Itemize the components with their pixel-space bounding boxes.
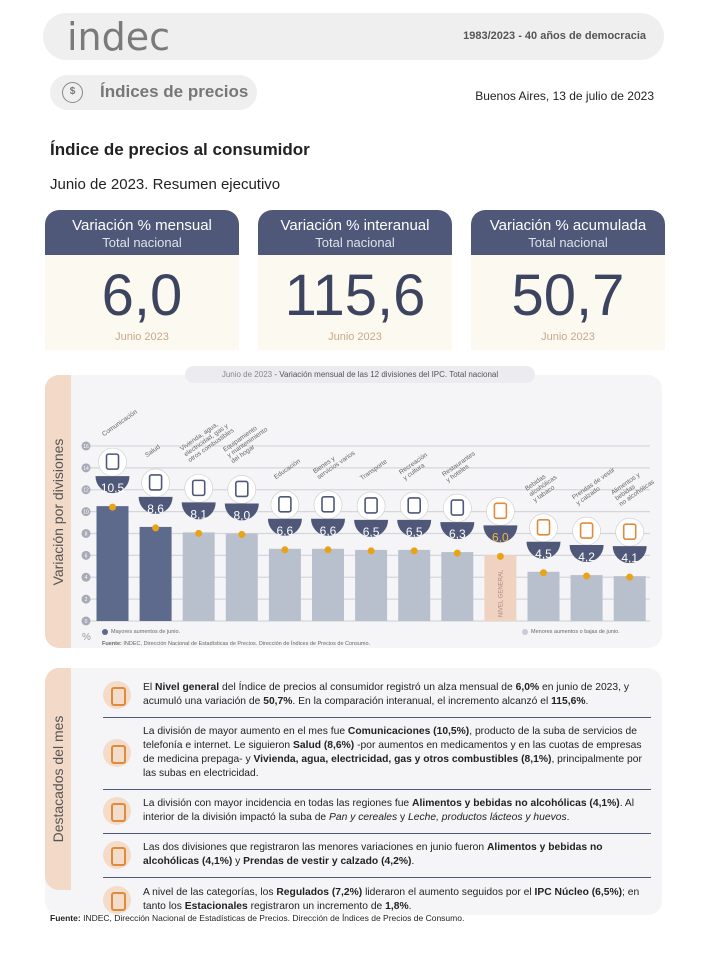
highlight-text: La división de mayor aumento en el mes f… bbox=[143, 725, 651, 781]
highlight-bold: Alimentos y bebidas no alcohólicas (4,1%… bbox=[143, 842, 603, 867]
legend-low-text: Menores aumentos o bajas de junio. bbox=[531, 629, 620, 635]
source-text: INDEC, Dirección Nacional de Estadística… bbox=[80, 913, 465, 923]
chart-source-label: Fuente: bbox=[102, 641, 122, 647]
card-subtitle: Total nacional bbox=[315, 235, 395, 250]
highlight-bold: 50,7% bbox=[263, 696, 293, 707]
highlight-text: El Nivel general del Índice de precios a… bbox=[143, 681, 651, 709]
highlight-segment: El bbox=[143, 682, 156, 693]
highlight-bold: 6,0% bbox=[515, 682, 540, 693]
highlight-segment: -por aumentos en medicamentos y en las c… bbox=[143, 740, 642, 765]
card-title: Variación % interanual bbox=[280, 217, 430, 234]
highlight-item: La división de mayor aumento en el mes f… bbox=[103, 718, 651, 790]
highlights-side-strip: Destacados del mes bbox=[45, 668, 71, 890]
highlight-icon bbox=[103, 739, 131, 767]
highlight-bold: Salud (8,6%) bbox=[292, 740, 355, 751]
page-subtitle: Junio de 2023. Resumen ejecutivo bbox=[50, 176, 281, 193]
highlight-icon bbox=[103, 841, 131, 869]
legend-high: Mayores aumentos de junio. bbox=[102, 629, 180, 635]
highlight-item: A nivel de las categorías, los Regulados… bbox=[103, 878, 651, 915]
highlight-icon bbox=[103, 797, 131, 825]
highlight-segment: , producto de la suba de servicios de te… bbox=[143, 726, 637, 751]
card-footer: Junio 2023 bbox=[541, 331, 595, 343]
highlight-segment: La división con mayor incidencia en toda… bbox=[143, 798, 413, 809]
highlight-segment: Leche, productos lácteos y huevos bbox=[408, 812, 567, 823]
highlight-bold: Regulados (7,2%) bbox=[276, 887, 363, 898]
indec-logo: indec bbox=[67, 15, 171, 59]
card-title: Variación % mensual bbox=[72, 217, 212, 234]
highlight-icon bbox=[103, 886, 131, 914]
card-value: 50,7 bbox=[511, 263, 625, 328]
highlight-text: Las dos divisiones que registraron las m… bbox=[143, 841, 651, 869]
card-value: 115,6 bbox=[284, 263, 426, 328]
legend-high-text: Mayores aumentos de junio. bbox=[111, 629, 181, 635]
highlight-segment: del Índice de precios al consumidor regi… bbox=[219, 682, 516, 693]
highlight-segment: Las dos divisiones que registraron las m… bbox=[143, 842, 487, 853]
highlight-segment: ; en tanto los bbox=[143, 887, 640, 912]
highlight-segment: y bbox=[232, 856, 244, 867]
highlight-bold: 115,6% bbox=[551, 696, 586, 707]
page-title: Índice de precios al consumidor bbox=[50, 140, 310, 159]
highlight-text: A nivel de las categorías, los Regulados… bbox=[143, 886, 651, 914]
report-date: Buenos Aires, 13 de julio de 2023 bbox=[475, 89, 654, 103]
highlight-segment: . bbox=[566, 812, 570, 823]
highlight-bold: Alimentos y bebidas no alcohólicas (4,1%… bbox=[412, 798, 620, 809]
highlight-bold: Vivienda, agua, electricidad, gas y otro… bbox=[253, 754, 552, 765]
chart-panel: Variación por divisiones bbox=[45, 375, 662, 648]
chart-title-date: Junio de 2023 bbox=[221, 370, 273, 379]
section-pill: $ Índices de precios bbox=[50, 75, 257, 110]
chart-source-text: INDEC, Dirección Nacional de Estadística… bbox=[121, 641, 371, 647]
highlights-panel: Destacados del mes El Nivel general del … bbox=[45, 668, 662, 915]
highlight-bold: IPC Núcleo (6,5%) bbox=[534, 887, 623, 898]
highlight-segment: La división de mayor aumento en el mes f… bbox=[143, 726, 348, 737]
highlight-segment: en junio de 2023, y acumuló una variació… bbox=[143, 682, 629, 707]
highlights-side-label: Destacados del mes bbox=[50, 715, 66, 843]
card-monthly: Variación % mensual Total nacional 6,0 Ju… bbox=[45, 210, 239, 350]
card-yearly: Variación % interanual Total nacional 115… bbox=[258, 210, 452, 350]
card-accumulated: Variación % acumulada Total nacional 50,7… bbox=[471, 210, 665, 350]
card-footer: Junio 2023 bbox=[328, 331, 382, 343]
highlight-bold: Nivel general bbox=[155, 682, 220, 693]
highlight-item: Las dos divisiones que registraron las m… bbox=[103, 834, 651, 878]
highlight-bold: Estacionales bbox=[184, 901, 248, 912]
highlight-segment: . bbox=[411, 856, 415, 867]
chart-source: Fuente: INDEC, Dirección Nacional de Est… bbox=[102, 641, 370, 647]
legend-swatch-high bbox=[102, 629, 108, 635]
chart-title: Junio de 2023 - Variación mensual de las… bbox=[185, 366, 535, 383]
highlight-segment: , principalmente por las subas en electr… bbox=[143, 754, 642, 779]
card-subtitle: Total nacional bbox=[102, 235, 182, 250]
page-source: Fuente: INDEC, Dirección Nacional de Est… bbox=[50, 913, 464, 923]
chart-side-label: Variación por divisiones bbox=[50, 438, 66, 585]
highlight-segment: . bbox=[585, 696, 589, 707]
card-title: Variación % acumulada bbox=[489, 217, 647, 234]
highlight-segment: . bbox=[408, 901, 412, 912]
card-footer: Junio 2023 bbox=[115, 331, 169, 343]
legend-low: Menores aumentos o bajas de junio. bbox=[522, 629, 620, 635]
highlight-segment: A nivel de las categorías, los bbox=[143, 887, 277, 898]
source-label: Fuente: bbox=[50, 913, 81, 923]
highlight-segment: . En la comparación interanual, el incre… bbox=[292, 696, 552, 707]
highlight-item: El Nivel general del Índice de precios a… bbox=[103, 674, 651, 718]
highlight-segment: lideraron el aumento seguidos por el bbox=[362, 887, 535, 898]
highlight-bold: Comunicaciones (10,5%) bbox=[347, 726, 470, 737]
card-subtitle: Total nacional bbox=[528, 235, 608, 250]
highlight-icon bbox=[103, 681, 131, 709]
chart-side-strip: Variación por divisiones bbox=[45, 375, 71, 648]
price-tag-icon: $ bbox=[62, 82, 83, 103]
card-value: 6,0 bbox=[101, 263, 183, 328]
highlight-segment: y bbox=[397, 812, 409, 823]
header-bar: indec 1983/2023 - 40 años de democracia bbox=[43, 13, 664, 60]
highlight-segment: Pan y cereales bbox=[329, 812, 398, 823]
highlight-text: La división con mayor incidencia en toda… bbox=[143, 797, 651, 825]
highlight-item: La división con mayor incidencia en toda… bbox=[103, 790, 651, 834]
chart-title-text: - Variación mensual de las 12 divisiones… bbox=[272, 370, 499, 379]
highlight-bold: 1,8% bbox=[385, 901, 409, 912]
legend-swatch-low bbox=[522, 629, 528, 635]
section-title: Índices de precios bbox=[100, 82, 249, 101]
unit-label: % bbox=[82, 632, 91, 643]
highlight-segment: . Al interior de la división impactó la … bbox=[143, 798, 635, 823]
highlight-segment: registraron un incremento de bbox=[247, 901, 386, 912]
header-motto: 1983/2023 - 40 años de democracia bbox=[463, 30, 646, 42]
highlights-list: El Nivel general del Índice de precios a… bbox=[103, 674, 651, 915]
highlight-bold: Prendas de vestir y calzado (4,2%) bbox=[243, 856, 412, 867]
